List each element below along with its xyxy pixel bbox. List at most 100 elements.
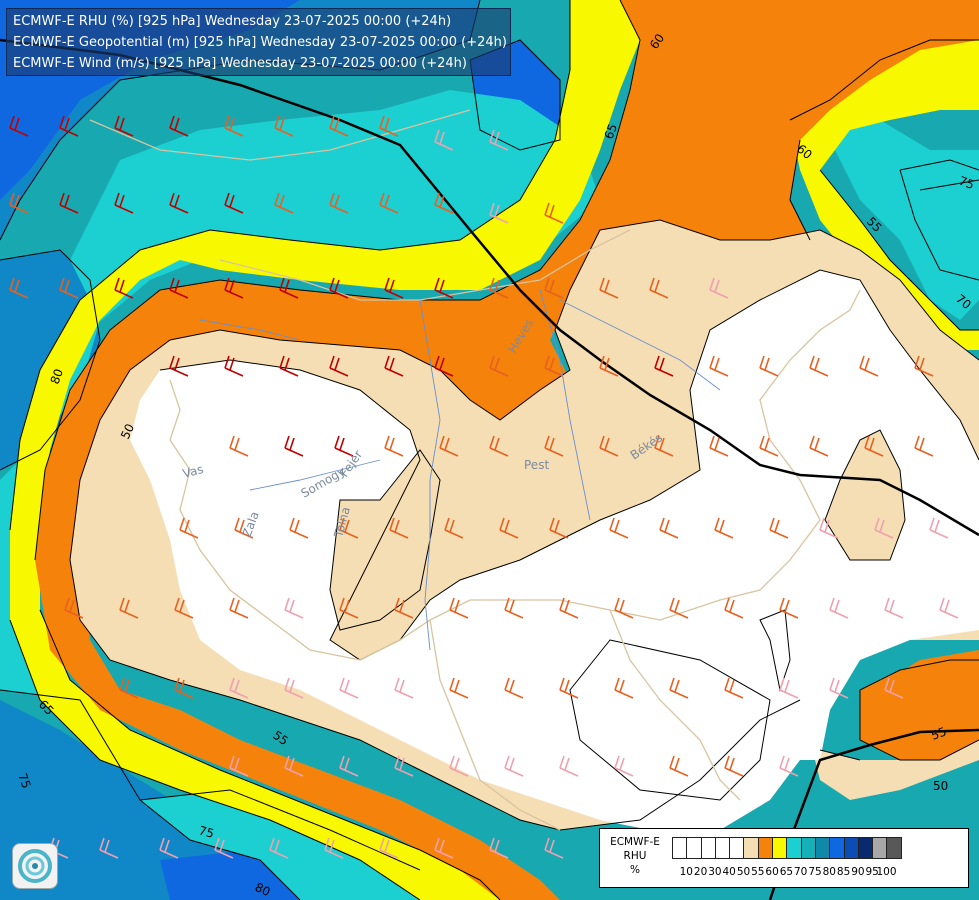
legend-tick: 10 — [679, 866, 693, 878]
wind-barb — [614, 755, 634, 777]
legend-swatch — [886, 837, 902, 859]
rivers — [199, 289, 721, 651]
wind-barb — [669, 597, 689, 619]
wind-barb — [274, 192, 294, 214]
rhu-80-fill-bottom — [160, 850, 300, 900]
legend-title-field: RHU — [623, 850, 647, 862]
wind-barb — [449, 597, 469, 619]
borders — [89, 109, 861, 831]
wind-barb — [339, 597, 359, 619]
wind-barb — [769, 517, 789, 539]
wind-barb — [329, 192, 349, 214]
wind-barb — [434, 355, 454, 377]
wind-barb — [334, 435, 354, 457]
wind-barb — [284, 755, 304, 777]
wind-barb — [279, 277, 299, 299]
rhu-50-fill-interior — [130, 270, 979, 830]
wind-barb — [174, 677, 194, 699]
wind-barb — [229, 755, 249, 777]
rhu-55-fill-east — [825, 430, 905, 560]
contour-label-50-right: 50 — [933, 779, 948, 793]
legend-tick: 80 — [822, 866, 836, 878]
wind-barb — [9, 277, 29, 299]
wind-barb — [614, 677, 634, 699]
wind-barb — [384, 355, 404, 377]
wind-barb — [489, 355, 509, 377]
legend-swatch — [872, 837, 888, 859]
wind-barb — [339, 517, 359, 539]
geopotential-line-north — [0, 38, 979, 537]
legend-swatch — [672, 837, 688, 859]
title-line-wind: ECMWF-E Wind (m/s) [925 hPa] Wednesday 2… — [13, 56, 467, 71]
wind-barb — [384, 435, 404, 457]
brand-logo-icon[interactable] — [12, 843, 58, 889]
legend-swatch — [829, 837, 845, 859]
wind-barb — [114, 115, 134, 137]
wind-barb — [759, 435, 779, 457]
wind-barb — [289, 517, 309, 539]
wind-barb — [939, 597, 959, 619]
legend-swatch — [700, 837, 716, 859]
wind-barb — [499, 517, 519, 539]
contour-label-50-left: 50 — [118, 422, 137, 442]
legend-tick: 65 — [779, 866, 794, 878]
wind-barb — [504, 677, 524, 699]
wind-barb — [229, 597, 249, 619]
rhu-65-fill-right — [790, 40, 979, 350]
wind-barb — [169, 277, 189, 299]
wind-barb — [329, 355, 349, 377]
wind-barb — [809, 355, 829, 377]
wind-barb — [9, 115, 29, 137]
wind-barb — [779, 755, 799, 777]
title-line-geopotential: ECMWF-E Geopotential (m) [925 hPa] Wedne… — [13, 35, 507, 50]
wind-barb — [59, 115, 79, 137]
wind-barb — [169, 192, 189, 214]
legend-swatch — [757, 837, 774, 859]
legend-title: ECMWF-E RHU % — [600, 835, 670, 877]
wind-barb — [169, 355, 189, 377]
wind-barb — [779, 677, 799, 699]
wind-barb — [64, 597, 84, 619]
wind-barb — [654, 435, 674, 457]
wind-barb — [914, 355, 934, 377]
wind-barb — [329, 277, 349, 299]
wind-barb — [234, 517, 254, 539]
rhu-60-fill-band — [35, 0, 979, 900]
wind-barb — [829, 677, 849, 699]
legend-tick: 75 — [808, 866, 822, 878]
region-label-pest: Pest — [524, 458, 549, 472]
legend-swatch — [743, 837, 759, 859]
wind-barb — [669, 755, 689, 777]
legend-tick: 95 — [865, 866, 879, 878]
swirl-icon — [18, 849, 52, 883]
wind-barb — [449, 755, 469, 777]
contour-label-75-left: 75 — [15, 771, 33, 790]
wind-barb — [389, 517, 409, 539]
wind-barb — [394, 755, 414, 777]
wind-barb — [654, 355, 674, 377]
wind-barb — [269, 837, 289, 859]
legend-tick: 55 — [751, 866, 765, 878]
legend-tick: 40 — [722, 866, 736, 878]
wind-barb — [724, 755, 744, 777]
wind-barb — [709, 435, 729, 457]
wind-barb — [449, 677, 469, 699]
legend-swatch — [814, 837, 831, 859]
wind-barb — [229, 435, 249, 457]
legend-tick: 100 — [876, 866, 897, 878]
wind-barb — [279, 355, 299, 377]
wind-barb — [119, 677, 139, 699]
map-title-panel: ECMWF-E RHU (%) [925 hPa] Wednesday 23-0… — [6, 8, 511, 76]
contour-label-65-top: 65 — [602, 122, 620, 141]
wind-barb — [159, 837, 179, 859]
wind-barb — [489, 435, 509, 457]
wind-barb — [859, 355, 879, 377]
wind-barb — [224, 115, 244, 137]
wind-barb — [929, 517, 949, 539]
rhu-legend: ECMWF-E RHU % 10 20 30 40 50 55 60 65 70 75 80 85 90… — [599, 828, 969, 888]
wind-barb — [709, 277, 729, 299]
wind-barb — [434, 129, 454, 151]
wind-barb — [884, 677, 904, 699]
